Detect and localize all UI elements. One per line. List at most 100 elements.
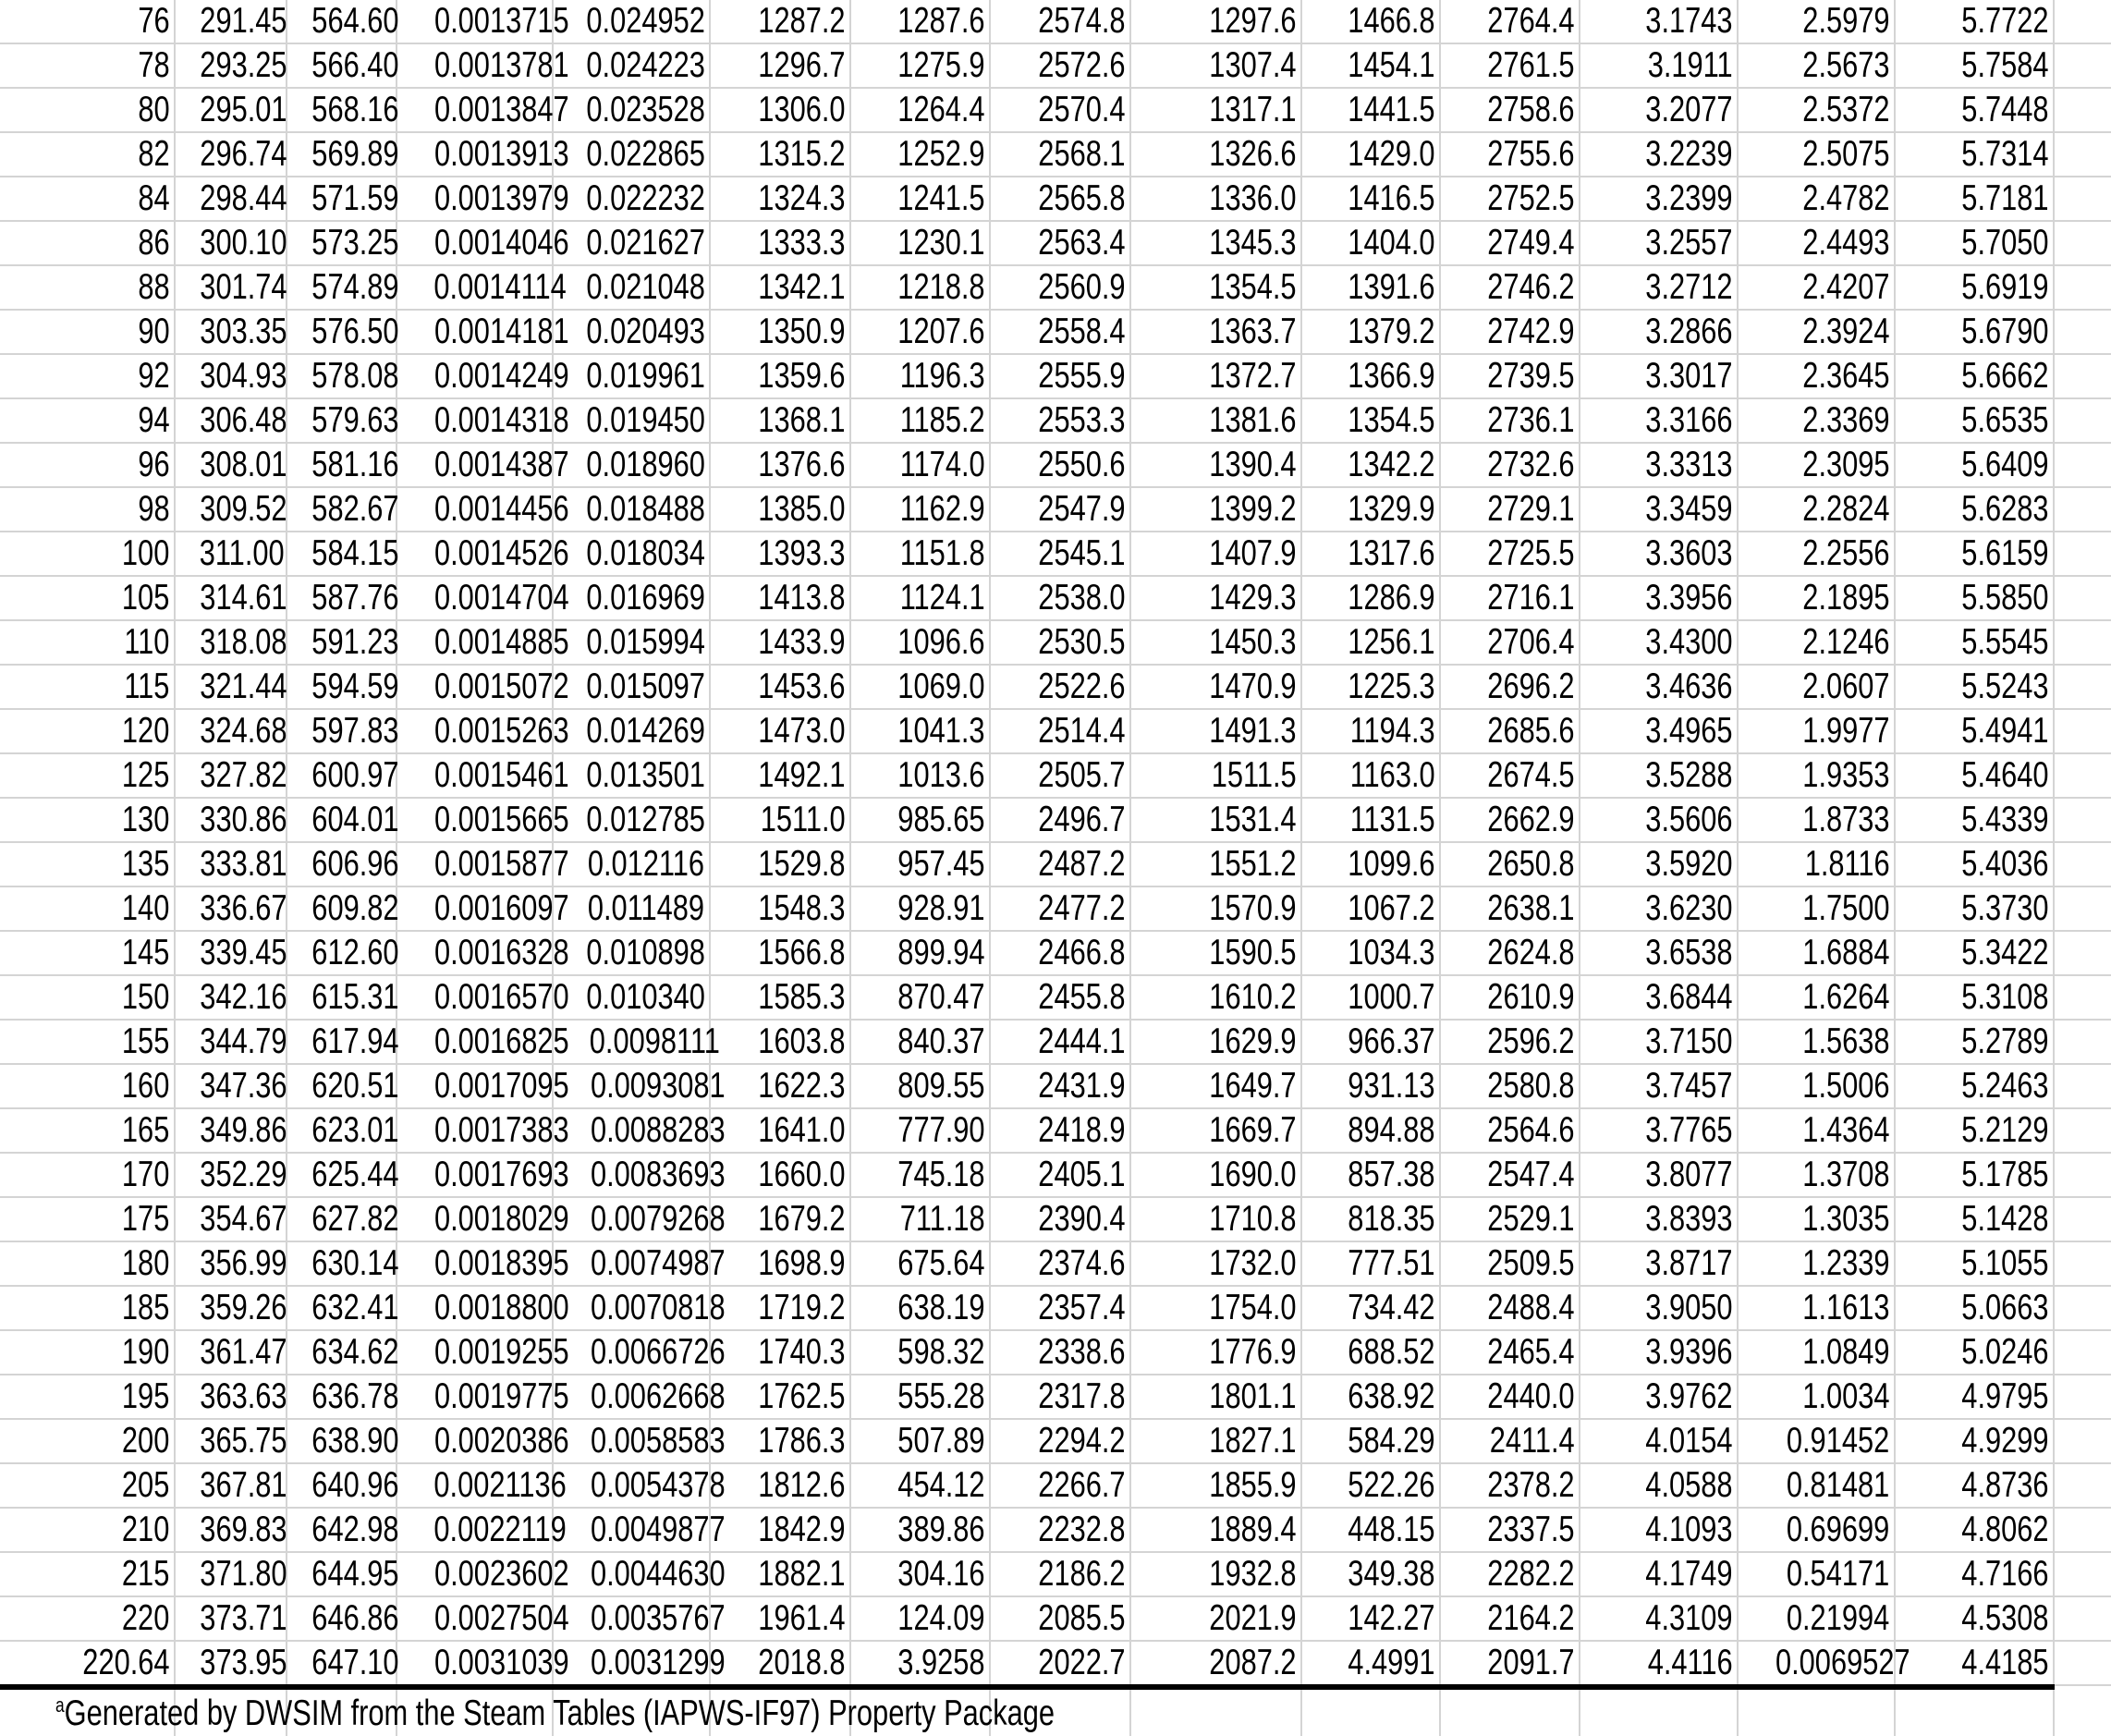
table-cell[interactable]: 1566.8 [711,932,851,974]
table-cell[interactable]: 4.0154 [1580,1420,1739,1462]
table-cell[interactable]: 2.3095 [1739,444,1896,486]
table-cell[interactable]: 318.08 [176,621,287,664]
table-cell[interactable]: 0.0014181 [397,311,569,353]
table-cell[interactable]: 0.0066726 [554,1331,726,1374]
table-cell[interactable]: 448.15 [1302,1509,1441,1551]
table-cell[interactable]: 931.13 [1302,1065,1441,1107]
table-cell[interactable]: 2440.0 [1441,1375,1580,1418]
table-cell[interactable]: 0.012785 [554,799,711,841]
table-cell[interactable]: 308.01 [176,444,287,486]
table-cell[interactable]: 1450.3 [1131,621,1302,664]
table-cell[interactable]: 0.010340 [554,976,711,1019]
table-cell[interactable]: 0.0018029 [397,1198,569,1241]
table-cell[interactable]: 1067.2 [1302,887,1441,930]
table-cell[interactable]: 1.4364 [1739,1109,1896,1152]
table-cell[interactable]: 1889.4 [1131,1509,1302,1551]
table-cell[interactable]: 594.59 [287,666,399,708]
table-cell[interactable]: 2.5673 [1739,44,1896,87]
table-cell[interactable]: 330.86 [176,799,287,841]
table-cell[interactable]: 5.6662 [1896,355,2055,397]
table-cell[interactable]: 1570.9 [1131,887,1302,930]
table-cell[interactable]: 2568.1 [991,133,1131,176]
table-cell[interactable]: 0.0016328 [397,932,569,974]
table-cell[interactable]: 2736.1 [1441,399,1580,442]
table-cell[interactable]: 0.018034 [554,532,711,575]
table-cell[interactable]: 574.89 [287,266,399,309]
table-cell[interactable]: 301.74 [176,266,287,309]
table-cell[interactable]: 0.0093081 [554,1065,726,1107]
table-cell[interactable]: 120 [0,710,176,752]
table-cell[interactable]: 1354.5 [1131,266,1302,309]
table-cell[interactable]: 2374.6 [991,1242,1131,1285]
table-cell[interactable]: 195 [0,1375,176,1418]
table-cell[interactable]: 220.64 [0,1642,176,1684]
table-cell[interactable]: 2530.5 [991,621,1131,664]
table-cell[interactable]: 0.0013913 [397,133,569,176]
table-cell[interactable]: 3.6538 [1580,932,1739,974]
table-cell[interactable]: 1548.3 [711,887,851,930]
table-cell[interactable]: 1629.9 [1131,1021,1302,1063]
table-cell[interactable]: 1317.6 [1302,532,1441,575]
table-cell[interactable]: 1551.2 [1131,843,1302,886]
table-cell[interactable]: 2596.2 [1441,1021,1580,1063]
table-cell[interactable]: 2570.4 [991,89,1131,131]
table-cell[interactable]: 1287.6 [851,0,991,43]
table-cell[interactable]: 1230.1 [851,222,991,264]
table-cell[interactable]: 579.63 [287,399,399,442]
table-cell[interactable]: 0.024952 [554,0,711,43]
table-cell[interactable]: 1679.2 [711,1198,851,1241]
table-cell[interactable]: 2547.9 [991,488,1131,531]
table-cell[interactable]: 1491.3 [1131,710,1302,752]
table-cell[interactable]: 0.0015665 [397,799,569,841]
table-cell[interactable]: 1698.9 [711,1242,851,1285]
table-cell[interactable]: 5.2129 [1896,1109,2055,1152]
table-cell[interactable]: 1315.2 [711,133,851,176]
table-cell[interactable]: 389.86 [851,1509,991,1551]
table-cell[interactable]: 0.0013715 [397,0,569,43]
table-cell[interactable]: 1.9353 [1739,754,1896,797]
table-cell[interactable]: 1454.1 [1302,44,1441,87]
table-cell[interactable]: 3.8393 [1580,1198,1739,1241]
table-cell[interactable]: 5.7314 [1896,133,2055,176]
table-cell[interactable]: 1.2339 [1739,1242,1896,1285]
table-cell[interactable]: 3.2077 [1580,89,1739,131]
table-cell[interactable]: 1099.6 [1302,843,1441,886]
table-cell[interactable]: 0.0014387 [397,444,569,486]
table-cell[interactable]: 100 [0,532,176,575]
table-cell[interactable]: 1151.8 [851,532,991,575]
table-cell[interactable]: 0.0023602 [397,1553,569,1595]
table-cell[interactable]: 4.4991 [1302,1642,1441,1684]
table-cell[interactable]: 1381.6 [1131,399,1302,442]
table-cell[interactable]: 356.99 [176,1242,287,1285]
table-cell[interactable]: 966.37 [1302,1021,1441,1063]
table-cell[interactable]: 0.0015263 [397,710,569,752]
table-cell[interactable]: 745.18 [851,1154,991,1196]
table-cell[interactable]: 0.0031299 [554,1642,726,1684]
table-cell[interactable]: 1252.9 [851,133,991,176]
table-cell[interactable]: 1882.1 [711,1553,851,1595]
table-cell[interactable]: 623.01 [287,1109,399,1152]
table-cell[interactable]: 0.21994 [1739,1597,1896,1640]
table-cell[interactable]: 2509.5 [1441,1242,1580,1285]
table-cell[interactable]: 336.67 [176,887,287,930]
table-cell[interactable]: 1.1613 [1739,1287,1896,1329]
table-cell[interactable]: 0.0013781 [397,44,569,87]
table-cell[interactable]: 1391.6 [1302,266,1441,309]
table-cell[interactable]: 0.0035767 [554,1597,726,1640]
table-cell[interactable]: 5.3108 [1896,976,2055,1019]
table-cell[interactable]: 2725.5 [1441,532,1580,575]
table-cell[interactable]: 0.018488 [554,488,711,531]
table-cell[interactable]: 140 [0,887,176,930]
table-cell[interactable]: 115 [0,666,176,708]
table-cell[interactable]: 92 [0,355,176,397]
table-cell[interactable]: 4.8062 [1896,1509,2055,1551]
table-cell[interactable]: 5.6283 [1896,488,2055,531]
table-cell[interactable]: 598.32 [851,1331,991,1374]
table-cell[interactable]: 1649.7 [1131,1065,1302,1107]
table-cell[interactable]: 1.8116 [1739,843,1896,886]
table-cell[interactable]: 3.7150 [1580,1021,1739,1063]
table-cell[interactable]: 894.88 [1302,1109,1441,1152]
table-cell[interactable]: 1218.8 [851,266,991,309]
table-cell[interactable]: 4.4116 [1580,1642,1739,1684]
table-cell[interactable]: 1.3035 [1739,1198,1896,1241]
